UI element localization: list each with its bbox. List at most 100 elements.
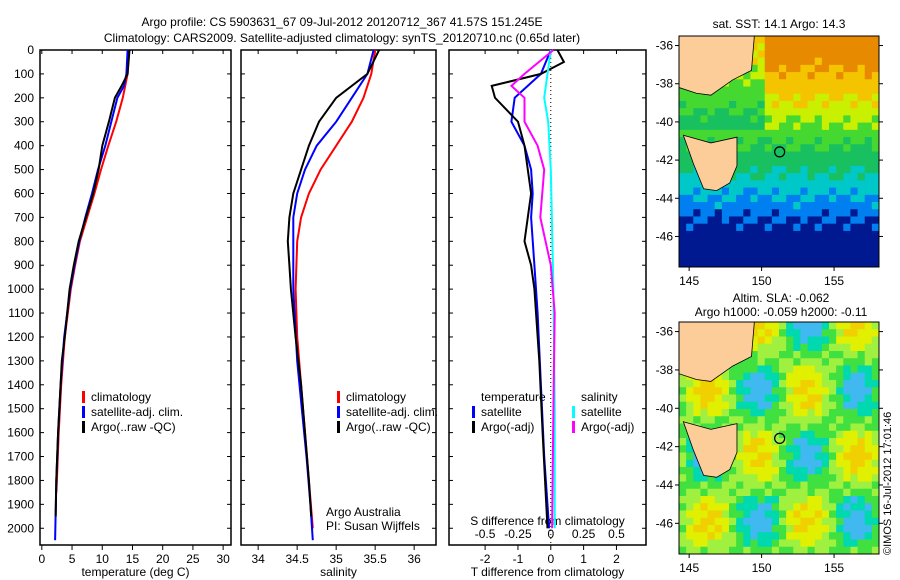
map-cell <box>857 351 866 359</box>
map-cell <box>714 202 723 210</box>
map-cell <box>850 245 859 254</box>
map-cell <box>829 525 837 533</box>
map-cell <box>743 259 751 268</box>
map-cell <box>714 481 723 490</box>
map-cell <box>807 372 816 381</box>
map-cell <box>864 351 873 359</box>
map-cell <box>829 122 837 131</box>
map-cell <box>821 259 830 268</box>
map-cell <box>800 372 809 381</box>
map-cell <box>679 539 687 548</box>
map-cell <box>857 223 866 232</box>
map-cell <box>729 122 737 131</box>
map-cell <box>764 259 773 268</box>
map-cell <box>779 394 787 403</box>
map-cell <box>871 165 880 174</box>
map-cell <box>764 423 773 432</box>
map-cell <box>786 158 794 167</box>
map-cell <box>750 50 759 59</box>
map-cell <box>821 474 830 482</box>
map-cell <box>750 467 759 475</box>
map-cell <box>864 452 873 461</box>
lat-tick-label: -36 <box>656 325 674 339</box>
map-cell <box>757 72 766 80</box>
map-cell <box>800 445 809 453</box>
map-cell <box>836 387 844 395</box>
map-cell <box>821 158 830 167</box>
map-cell <box>829 496 837 504</box>
map-cell <box>800 343 809 352</box>
map-cell <box>821 445 830 453</box>
map-cell <box>800 100 809 109</box>
map-cell <box>779 387 787 395</box>
map-cell <box>779 50 787 59</box>
map-cell <box>843 187 851 196</box>
map-cell <box>764 202 773 210</box>
map-cell <box>764 445 773 453</box>
map-cell <box>821 409 830 417</box>
map-cell <box>764 223 773 232</box>
map-cell <box>743 209 751 217</box>
map-cell <box>757 445 766 453</box>
map-cell <box>714 387 723 395</box>
map-cell <box>707 216 716 225</box>
map-cell <box>729 238 737 246</box>
y-tick-label: 100 <box>14 67 34 81</box>
map-cell <box>864 539 873 548</box>
map-cell <box>721 380 730 388</box>
map-cell <box>743 173 751 181</box>
map-cell <box>714 252 723 261</box>
map-cell <box>850 423 859 432</box>
map-cell <box>871 252 880 261</box>
legend-label: climatology <box>346 390 406 404</box>
legend-label: temperature <box>481 390 546 404</box>
map-cell <box>786 64 794 73</box>
map-cell <box>829 230 837 239</box>
map-cell <box>821 72 830 80</box>
map-cell <box>793 86 801 95</box>
map-cell <box>729 223 737 232</box>
map-cell <box>829 372 837 381</box>
map-cell <box>807 43 816 51</box>
map-cell <box>693 481 701 490</box>
map-cell <box>714 503 723 511</box>
map-cell <box>829 532 837 540</box>
map-cell <box>679 467 687 475</box>
map-cell <box>836 322 844 330</box>
map-cell <box>750 216 759 225</box>
map-cell <box>771 322 780 330</box>
map-cell <box>836 245 844 254</box>
map-cell <box>721 474 730 482</box>
map-cell <box>850 343 859 352</box>
map-cell <box>679 158 687 167</box>
map-cell <box>843 336 851 345</box>
map-cell <box>821 539 830 548</box>
map-cell <box>843 416 851 424</box>
map-cell <box>729 180 737 189</box>
map-cell <box>679 230 687 239</box>
map-cell <box>771 43 780 51</box>
map-cell <box>807 173 816 181</box>
map-cell <box>857 438 866 446</box>
map-cell <box>757 539 766 548</box>
map-cell <box>807 329 816 337</box>
map-cell <box>700 409 709 417</box>
map-cell <box>850 209 859 217</box>
map-cell <box>714 510 723 519</box>
map-cell <box>800 409 809 417</box>
map-cell <box>857 187 866 196</box>
map-cell <box>829 216 837 225</box>
map-cell <box>700 252 709 261</box>
s-tick-label: 0.25 <box>572 527 596 541</box>
map-cell <box>800 36 809 44</box>
map-cell <box>750 496 759 504</box>
y-tick-label: 2000 <box>7 521 34 535</box>
map-cell <box>814 517 823 526</box>
map-cell <box>743 216 751 225</box>
map-cell <box>779 43 787 51</box>
map-cell <box>807 481 816 490</box>
map-cell <box>800 380 809 388</box>
map-cell <box>821 180 830 189</box>
map-cell <box>771 100 780 109</box>
map-cell <box>693 238 701 246</box>
